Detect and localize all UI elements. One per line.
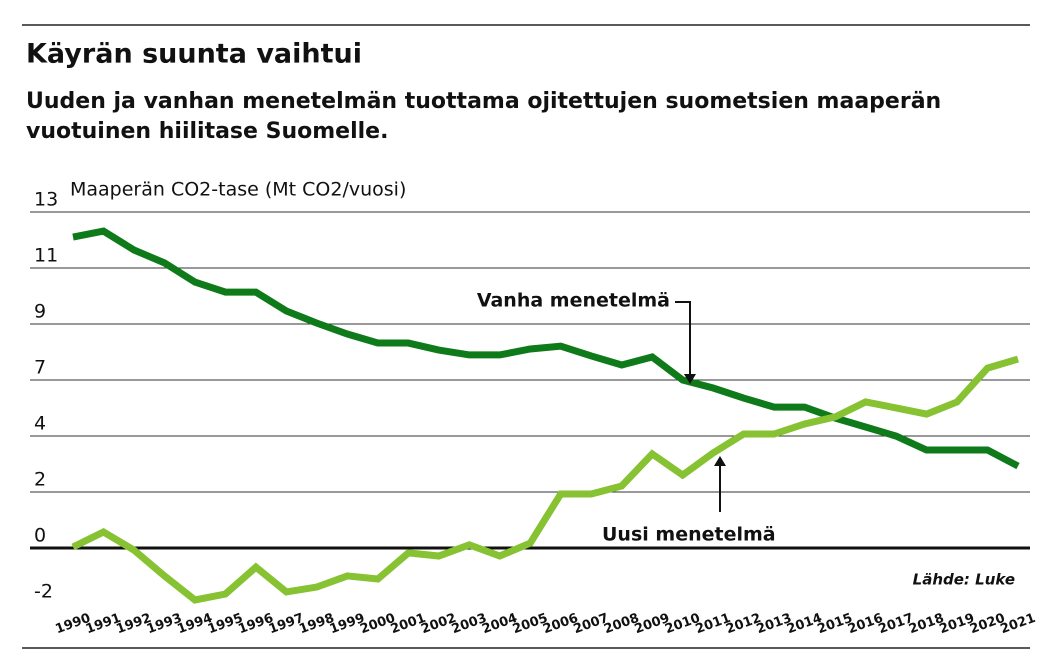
y-tick-label: 9 [34,300,46,322]
y-axis-label: Maaperän CO2-tase (Mt CO2/vuosi) [70,179,406,201]
source: Lähde: Luke [913,571,1015,589]
y-tick-label: 0 [34,524,46,546]
chart-title: Käyrän suunta vaihtui [26,39,362,70]
annotation-arrow [675,301,691,374]
x-tick-label: 2021 [998,611,1037,637]
annotation-arrowhead [714,456,726,466]
annotation-arrowhead [684,374,696,384]
y-tick-label: 4 [34,413,46,435]
series-line [71,355,1019,604]
series-line [72,227,1020,470]
chart-subtitle: Uuden ja vanhan menetelmän tuottama ojit… [26,89,941,114]
series-annotation: Vanha menetelmä [477,290,670,312]
y-tick-label: -2 [34,581,53,603]
y-tick-label: 13 [34,189,58,211]
chart-subtitle: vuotuinen hiilitase Suomelle. [26,119,388,144]
y-tick-label: 2 [34,468,46,490]
series-annotation: Uusi menetelmä [602,524,776,546]
y-tick-label: 7 [34,356,46,378]
y-tick-label: 11 [34,245,58,267]
